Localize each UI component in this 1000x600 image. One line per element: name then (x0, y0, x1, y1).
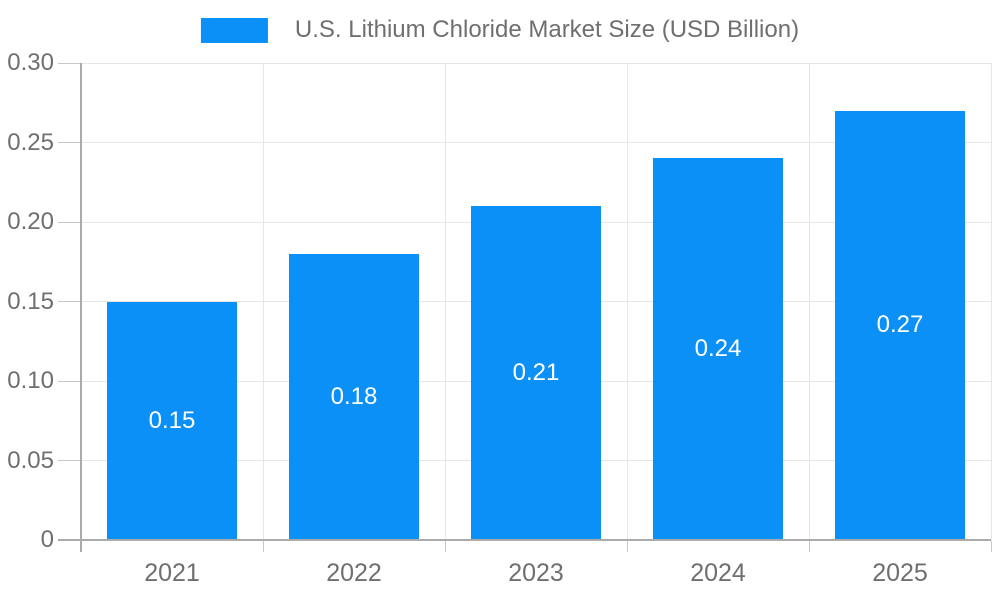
bar-2024[interactable] (653, 158, 783, 539)
bar-value-label: 0.27 (876, 311, 924, 339)
y-axis-tick (58, 460, 81, 461)
x-gridline (808, 63, 810, 540)
y-axis-line (80, 63, 82, 552)
bar-value-label: 0.21 (512, 359, 560, 387)
x-axis-tick (990, 541, 992, 552)
y-axis-label: 0.20 (7, 208, 54, 235)
x-axis-label: 2025 (872, 559, 928, 587)
x-axis-label: 2023 (508, 559, 564, 587)
y-axis-tick (58, 380, 81, 382)
x-gridline (262, 63, 264, 540)
x-axis-label: 2021 (144, 559, 200, 587)
bar-2022[interactable] (289, 253, 419, 539)
chart-title: U.S. Lithium Chloride Market Size (USD B… (294, 16, 800, 43)
legend[interactable]: U.S. Lithium Chloride Market Size (USD B… (200, 16, 800, 44)
x-gridline (444, 63, 446, 540)
y-gridline (81, 142, 991, 143)
legend-swatch (200, 17, 268, 43)
x-axis-tick (808, 541, 810, 552)
x-axis-label: 2024 (690, 559, 746, 587)
bar-2023[interactable] (471, 206, 601, 539)
bar-value-label: 0.15 (148, 406, 196, 434)
y-axis-label: 0.15 (7, 287, 54, 315)
y-axis-label: 0 (40, 526, 54, 553)
y-axis-tick (58, 62, 81, 64)
y-axis-label: 0.30 (7, 49, 54, 76)
x-axis-tick (626, 541, 628, 552)
x-gridline (990, 63, 992, 540)
y-axis-label: 0.10 (7, 367, 54, 394)
y-gridline (81, 62, 991, 64)
y-axis-label: 0.25 (7, 128, 54, 156)
y-axis-tick (58, 142, 81, 143)
y-axis-tick (58, 221, 81, 223)
x-axis-tick (444, 541, 446, 552)
bar-2021[interactable] (107, 301, 237, 539)
bar-2025[interactable] (835, 110, 965, 539)
bar-value-label: 0.18 (330, 382, 378, 410)
x-axis-line (58, 539, 991, 541)
x-gridline (626, 63, 628, 540)
bar-value-label: 0.24 (694, 335, 742, 363)
y-axis-label: 0.05 (7, 446, 54, 474)
x-axis-label: 2022 (326, 559, 382, 587)
x-axis-tick (262, 541, 264, 552)
y-axis-tick (58, 301, 81, 302)
